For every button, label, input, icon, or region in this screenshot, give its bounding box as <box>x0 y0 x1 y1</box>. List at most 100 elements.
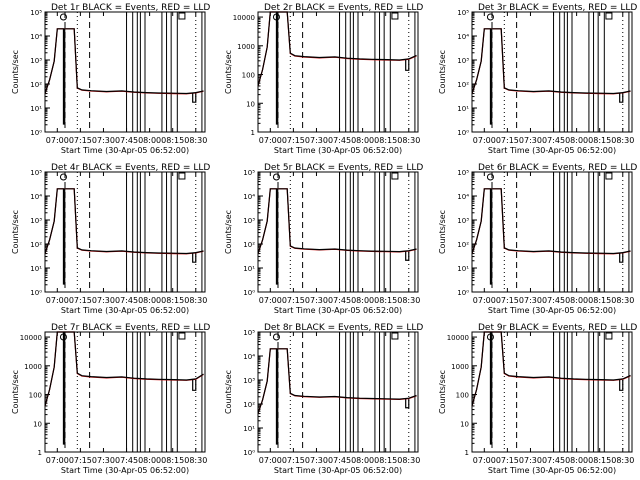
top-marker-square <box>605 12 613 20</box>
x-tick-label: 07:15 <box>282 296 305 305</box>
top-marker-square <box>178 172 186 180</box>
events-dropout <box>619 253 624 263</box>
chart-title: Det 3r BLACK = Events, RED = LLD <box>478 3 637 13</box>
x-tick-label: 08:00 <box>138 136 161 145</box>
y-tick-label: 10 <box>33 420 42 428</box>
y-tick-label: 10⁴ <box>457 193 469 201</box>
events-dropout <box>619 93 624 103</box>
y-tick-label: 10² <box>243 401 255 409</box>
y-tick-label: 10² <box>457 241 469 249</box>
x-tick-label: 08:30 <box>611 136 634 145</box>
top-marker-circle <box>486 173 494 181</box>
top-marker-circle <box>272 13 280 21</box>
y-tick-label: 10² <box>457 81 469 89</box>
x-tick-label: 07:15 <box>282 136 305 145</box>
y-tick-label: 10⁴ <box>457 33 469 41</box>
x-tick-label: 07:30 <box>519 136 542 145</box>
y-tick-label: 1 <box>465 449 469 457</box>
y-tick-label: 10⁰ <box>457 289 469 297</box>
x-tick-label: 07:45 <box>542 456 565 465</box>
x-tick-label: 07:30 <box>305 296 328 305</box>
x-tick-label: 07:45 <box>115 136 138 145</box>
y-tick-label: 1 <box>38 449 42 457</box>
plot-frame <box>44 11 206 133</box>
events-dropout <box>405 399 410 409</box>
series-events-line <box>44 28 204 95</box>
x-tick-label: 08:00 <box>138 456 161 465</box>
series-events-line <box>44 188 204 255</box>
events-dropout <box>62 28 66 125</box>
top-marker-circle <box>486 333 494 341</box>
plot-frame <box>257 171 419 293</box>
series-events-line <box>471 28 631 95</box>
y-tick-label: 10⁰ <box>30 289 42 297</box>
y-tick-label: 10² <box>243 241 255 249</box>
events-dropout <box>192 380 197 391</box>
y-tick-label: 10¹ <box>243 425 255 433</box>
series-lld-line <box>44 188 204 255</box>
y-tick-label: 10⁴ <box>30 33 42 41</box>
events-dropout <box>275 188 279 285</box>
events-dropout <box>192 253 197 263</box>
y-tick-label: 10⁰ <box>457 129 469 137</box>
y-tick-label: 10³ <box>457 217 469 225</box>
x-axis-label: Start Time (30-Apr-05 06:52:00) <box>274 146 402 155</box>
chart-title: Det 4r BLACK = Events, RED = LLD <box>51 163 210 173</box>
series-lld-line <box>471 188 631 255</box>
y-tick-label: 10² <box>30 81 42 89</box>
y-tick-label: 10⁵ <box>243 169 255 177</box>
x-tick-label: 07:15 <box>69 456 92 465</box>
y-tick-label: 1 <box>251 129 255 137</box>
x-tick-label: 08:15 <box>374 296 397 305</box>
chart-title: Det 2r BLACK = Events, RED = LLD <box>264 3 423 13</box>
x-tick-label: 07:15 <box>496 136 519 145</box>
series-lld-line <box>44 28 204 95</box>
x-tick-label: 08:30 <box>397 456 420 465</box>
events-dropout <box>489 332 493 445</box>
x-tick-label: 08:30 <box>184 456 207 465</box>
y-axis-label: Counts/sec <box>224 50 233 94</box>
x-tick-label: 07:45 <box>328 136 351 145</box>
y-tick-label: 10000 <box>20 334 42 342</box>
series-lld-line <box>257 188 417 254</box>
series-events-line <box>257 11 417 87</box>
y-tick-label: 10⁵ <box>30 169 42 177</box>
plot-frame <box>44 171 206 293</box>
series-events-line <box>44 331 204 407</box>
x-tick-label: 08:30 <box>611 456 634 465</box>
y-tick-label: 10³ <box>30 217 42 225</box>
series-lld-line <box>257 348 417 414</box>
y-tick-label: 10² <box>30 241 42 249</box>
y-axis-label: Counts/sec <box>11 210 20 254</box>
x-tick-label: 08:30 <box>184 136 207 145</box>
top-marker-circle <box>59 333 67 341</box>
top-marker-circle <box>486 13 494 21</box>
events-dropout <box>275 12 279 125</box>
x-tick-label: 07:00 <box>46 296 69 305</box>
y-tick-label: 10⁴ <box>243 193 255 201</box>
top-marker-square <box>605 332 613 340</box>
x-tick-label: 07:00 <box>46 456 69 465</box>
series-lld-line <box>471 28 631 95</box>
chart-panel-7: Det 7r BLACK = Events, RED = LLD 07:00 07:… <box>11 323 210 475</box>
events-dropout <box>62 332 66 445</box>
x-tick-label: 07:00 <box>259 296 282 305</box>
y-tick-label: 1000 <box>24 363 42 371</box>
x-tick-label: 08:30 <box>397 296 420 305</box>
chart-title: Det 7r BLACK = Events, RED = LLD <box>51 323 210 333</box>
x-tick-label: 07:45 <box>328 296 351 305</box>
y-axis-label: Counts/sec <box>438 370 447 414</box>
y-axis-label: Counts/sec <box>11 50 20 94</box>
x-tick-label: 08:15 <box>161 456 184 465</box>
x-axis-label: Start Time (30-Apr-05 06:52:00) <box>274 466 402 475</box>
y-tick-label: 10¹ <box>30 105 42 113</box>
y-axis-label: Counts/sec <box>438 210 447 254</box>
x-axis-label: Start Time (30-Apr-05 06:52:00) <box>61 466 189 475</box>
x-tick-label: 08:00 <box>565 296 588 305</box>
